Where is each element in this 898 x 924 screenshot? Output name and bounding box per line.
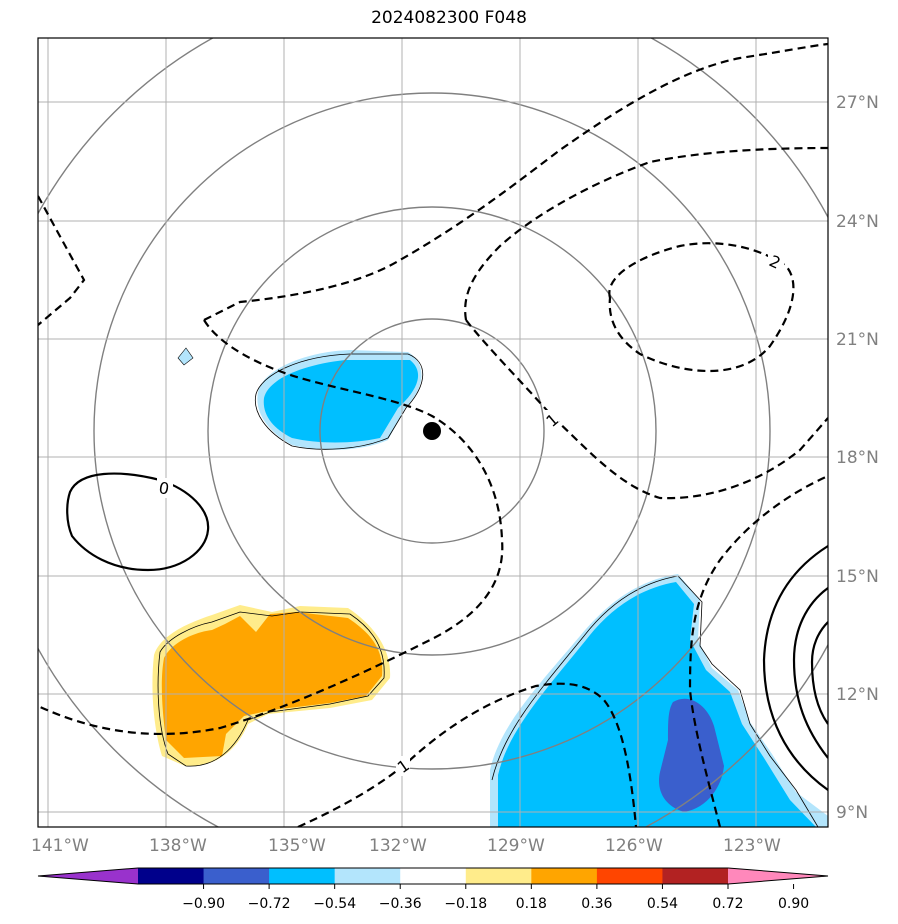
- range-circles: [38, 38, 828, 827]
- colorbar-tick-label: −0.36: [379, 896, 422, 912]
- lon-tick-141w: 141°W: [31, 836, 89, 856]
- lat-tick-9n: 9°N: [836, 803, 868, 823]
- colorbar-tick-label: 0.36: [581, 896, 612, 912]
- lon-tick-129w: 129°W: [487, 836, 545, 856]
- colorbar-tick-label: 0.54: [647, 896, 678, 912]
- lon-tick-135w: 135°W: [268, 836, 326, 856]
- colorbar: [37, 867, 829, 885]
- shading-blue-south: [498, 582, 816, 827]
- colorbar-tick-label: 0.72: [712, 896, 743, 912]
- colorbar-tick-label: −0.72: [248, 896, 291, 912]
- colorbar-swatch: [531, 868, 598, 884]
- shading-small-diamond: [177, 347, 194, 366]
- colorbar-swatch: [662, 868, 729, 884]
- lon-tick-132w: 132°W: [369, 836, 427, 856]
- lon-tick-126w: 126°W: [605, 836, 663, 856]
- colorbar-tick-label: −0.90: [182, 896, 225, 912]
- chart-title: 2024082300 F048: [371, 8, 527, 28]
- colorbar-swatch: [203, 868, 270, 884]
- contour-labels: 0 1 1 2: [157, 251, 784, 777]
- colorbar-ticks: −0.90 −0.72 −0.54 −0.36 −0.18 0.18 0.36 0.54 0.7…: [182, 884, 809, 912]
- colorbar-swatch: [334, 868, 401, 884]
- lon-tick-123w: 123°W: [723, 836, 781, 856]
- colorbar-extend-high: [728, 868, 828, 884]
- contour-label-0: 0: [157, 478, 170, 498]
- colorbar-swatch: [596, 868, 663, 884]
- colorbar-outline: [37, 867, 829, 885]
- storm-center-marker: [423, 422, 441, 440]
- colorbar-swatch: [138, 868, 205, 884]
- map-plot-area: 0 1 1 2: [38, 38, 828, 827]
- solid-contours: [66, 472, 828, 791]
- colorbar-swatch: [465, 868, 532, 884]
- gridlines: [38, 38, 828, 827]
- colorbar-tick-label: −0.54: [313, 896, 356, 912]
- lat-tick-15n: 15°N: [836, 567, 879, 587]
- colorbar-swatch: [269, 868, 336, 884]
- colorbar-tick-label: 0.18: [516, 896, 547, 912]
- lat-tick-24n: 24°N: [836, 212, 879, 232]
- shading-orange: [161, 612, 383, 758]
- lat-tick-18n: 18°N: [836, 448, 879, 468]
- colorbar-extend-low: [38, 868, 138, 884]
- lat-tick-labels: 27°N 24°N 21°N 18°N 15°N 12°N 9°N: [836, 93, 879, 823]
- colorbar-swatch: [400, 868, 467, 884]
- lat-tick-27n: 27°N: [836, 93, 879, 113]
- colorbar-tick-label: −0.18: [444, 896, 487, 912]
- plot-border: [37, 37, 829, 828]
- shading-outlines: [157, 353, 819, 827]
- lon-tick-labels: 141°W 138°W 135°W 132°W 129°W 126°W 123°…: [31, 836, 781, 856]
- shading-blue-north: [263, 360, 419, 443]
- lon-tick-138w: 138°W: [149, 836, 207, 856]
- lat-tick-21n: 21°N: [836, 330, 879, 350]
- lat-tick-12n: 12°N: [836, 685, 879, 705]
- colorbar-tick-label: 0.90: [778, 896, 809, 912]
- dashed-contours: [38, 42, 828, 827]
